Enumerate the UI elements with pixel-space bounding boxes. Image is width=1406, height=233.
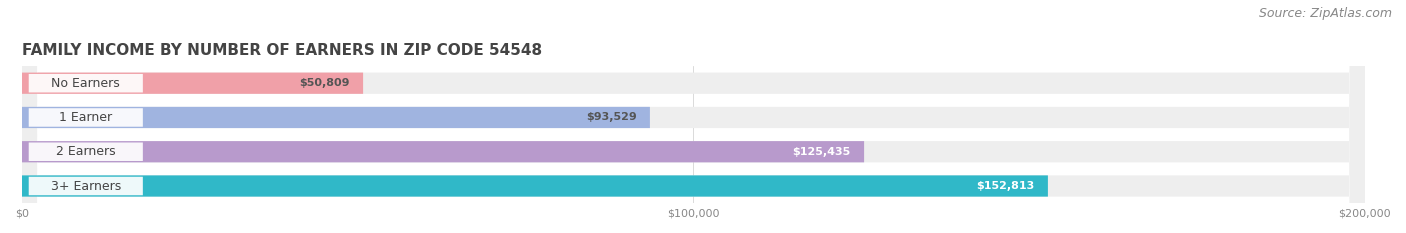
Text: $125,435: $125,435 bbox=[793, 147, 851, 157]
Text: $93,529: $93,529 bbox=[586, 113, 637, 123]
FancyBboxPatch shape bbox=[22, 175, 1047, 197]
FancyBboxPatch shape bbox=[22, 73, 363, 94]
Text: Source: ZipAtlas.com: Source: ZipAtlas.com bbox=[1258, 7, 1392, 20]
FancyBboxPatch shape bbox=[28, 108, 143, 127]
Text: $152,813: $152,813 bbox=[976, 181, 1035, 191]
FancyBboxPatch shape bbox=[28, 74, 143, 93]
FancyBboxPatch shape bbox=[22, 0, 1365, 233]
FancyBboxPatch shape bbox=[22, 141, 865, 162]
Text: FAMILY INCOME BY NUMBER OF EARNERS IN ZIP CODE 54548: FAMILY INCOME BY NUMBER OF EARNERS IN ZI… bbox=[22, 43, 543, 58]
Text: 1 Earner: 1 Earner bbox=[59, 111, 112, 124]
FancyBboxPatch shape bbox=[22, 0, 1365, 233]
Text: No Earners: No Earners bbox=[52, 77, 120, 90]
FancyBboxPatch shape bbox=[28, 177, 143, 195]
Text: $50,809: $50,809 bbox=[299, 78, 350, 88]
FancyBboxPatch shape bbox=[28, 143, 143, 161]
Text: 2 Earners: 2 Earners bbox=[56, 145, 115, 158]
FancyBboxPatch shape bbox=[22, 107, 650, 128]
Text: 3+ Earners: 3+ Earners bbox=[51, 179, 121, 192]
FancyBboxPatch shape bbox=[22, 0, 1365, 233]
FancyBboxPatch shape bbox=[22, 0, 1365, 233]
